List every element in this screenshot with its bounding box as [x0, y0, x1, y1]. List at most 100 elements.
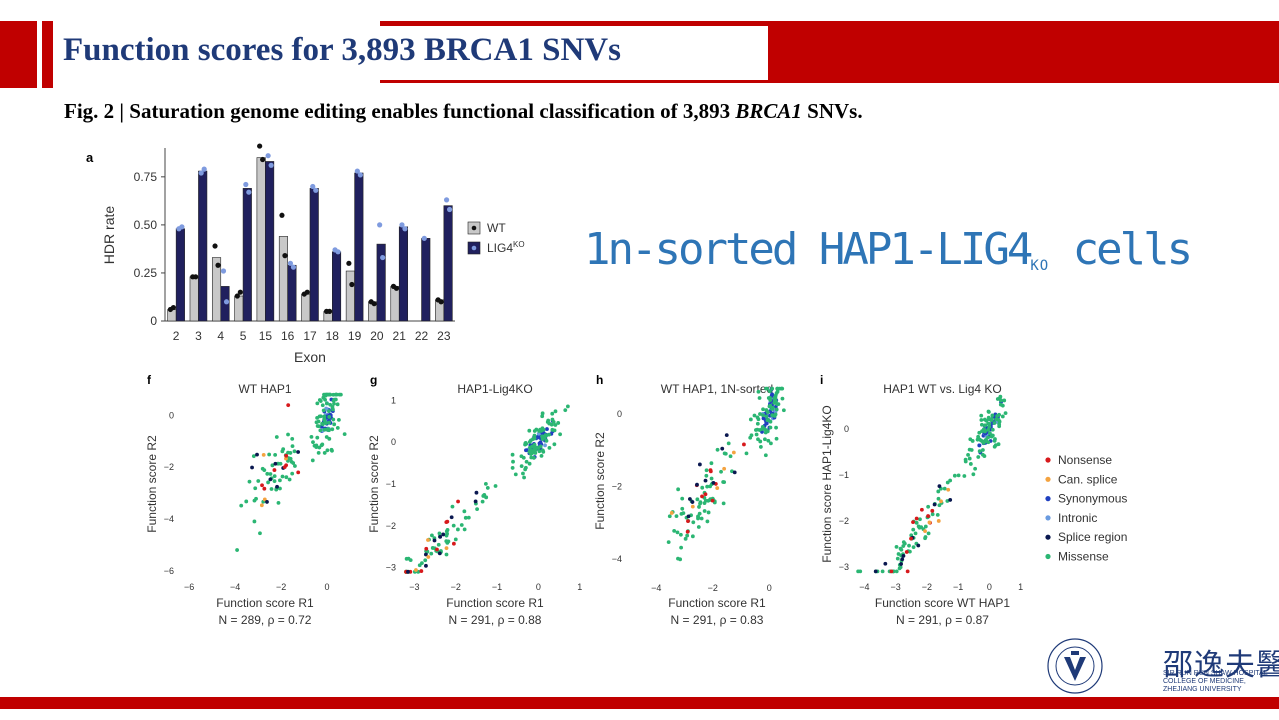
scatter-point — [540, 414, 545, 419]
scatter-point — [900, 557, 905, 562]
scatter-point — [691, 520, 696, 525]
scatter-x-tick: 0 — [987, 582, 992, 592]
scatter-x-tick: −1 — [953, 582, 963, 592]
bar-y-tick-label: 0.25 — [134, 266, 158, 280]
scatter-point — [445, 519, 450, 524]
scatter-point — [310, 458, 315, 463]
scatter-point — [722, 451, 727, 456]
scatter-point — [914, 516, 919, 521]
scatter-point — [543, 443, 547, 448]
footer-bar — [0, 697, 1279, 709]
scatter-point — [311, 440, 315, 445]
scatter-point — [705, 484, 710, 489]
scatter-point — [252, 519, 257, 524]
bar-legend-label: WT — [487, 221, 506, 235]
scatter-point — [527, 461, 532, 466]
scatter-point — [770, 413, 775, 418]
scatter-point — [455, 527, 460, 532]
scatter-point — [710, 498, 715, 503]
scatter-point — [880, 569, 885, 574]
scatter-point — [899, 547, 904, 552]
scatter-point — [522, 475, 526, 480]
scatter-legend-dot — [1045, 515, 1051, 521]
scatter-point — [702, 501, 707, 506]
scatter-point — [287, 477, 292, 482]
panel-letter-g: g — [370, 373, 377, 387]
scatter-legend-label: Missense — [1058, 550, 1109, 564]
scatter-point — [987, 431, 992, 436]
scatter-point — [695, 482, 699, 487]
scatter-point — [936, 519, 941, 523]
scatter-point — [256, 479, 261, 483]
scatter-point — [544, 438, 549, 443]
scatter-point — [485, 486, 490, 490]
scatter-point — [406, 569, 410, 574]
scatter-point — [913, 531, 918, 536]
scatter-point — [704, 473, 709, 478]
scatter-point — [697, 462, 702, 467]
scatter-point — [437, 551, 442, 556]
bar-replicate-point — [438, 299, 444, 305]
scatter-point — [901, 554, 906, 558]
scatter-point — [423, 558, 428, 563]
scatter-point — [981, 439, 986, 444]
scatter-point — [318, 414, 323, 419]
bar-replicate-point — [310, 183, 316, 190]
bar-x-tick-label: 4 — [217, 329, 224, 343]
scatter-point — [322, 451, 327, 455]
scatter-x-tick: −4 — [859, 582, 869, 592]
scatter-point — [315, 401, 320, 406]
scatter-title: HAP1 WT vs. Lig4 KO — [883, 382, 1001, 396]
scatter-point — [914, 520, 919, 525]
scatter-point — [927, 520, 932, 525]
scatter-point — [699, 516, 704, 521]
bar-replicate-point — [237, 289, 243, 295]
scatter-point — [252, 498, 257, 503]
scatter-point — [510, 452, 515, 457]
scatter-point — [549, 422, 554, 427]
bar-LIG4KO-5 — [242, 188, 252, 322]
scatter-point — [530, 444, 534, 449]
scatter-points-h — [666, 386, 786, 562]
bar-replicate-point — [421, 235, 427, 241]
scatter-point — [320, 442, 325, 447]
scatter-point — [774, 391, 779, 396]
scatter-point — [539, 453, 544, 458]
scatter-y-label: Function score R2 — [145, 435, 159, 533]
scatter-y-label: Function score R2 — [367, 435, 381, 533]
scatter-point — [286, 450, 290, 455]
scatter-point — [997, 419, 1002, 424]
scatter-point — [704, 468, 709, 473]
scatter-point — [538, 427, 542, 432]
bar-replicate-point — [354, 168, 360, 174]
scatter-point — [543, 433, 548, 438]
scatter-point — [1000, 403, 1005, 408]
bar-replicate-point — [371, 301, 377, 307]
bar-x-tick-label: 2 — [173, 329, 180, 343]
scatter-point — [511, 459, 515, 464]
bar-x-tick-label: 3 — [195, 329, 202, 343]
scatter-point — [752, 413, 757, 418]
scatter-point — [532, 433, 537, 438]
scatter-point — [667, 514, 672, 519]
scatter-point — [758, 412, 762, 416]
scatter-point — [968, 437, 973, 442]
scatter-point — [731, 450, 736, 455]
bar-LIG4KO-16 — [287, 264, 297, 322]
bar-replicate-point — [220, 268, 227, 274]
scatter-point — [335, 426, 340, 430]
scatter-point — [937, 503, 942, 508]
scatter-point — [537, 449, 542, 454]
bar-LIG4KO-20 — [376, 243, 386, 322]
scatter-point — [962, 474, 967, 478]
scatter-point — [265, 500, 269, 504]
scatter-point — [266, 480, 270, 485]
scatter-point — [781, 408, 786, 413]
scatter-point — [510, 466, 515, 470]
scatter-point — [768, 419, 773, 424]
scatter-point — [519, 454, 524, 459]
scatter-point — [997, 412, 1002, 417]
scatter-point — [523, 465, 528, 470]
scatter-point — [748, 417, 753, 422]
